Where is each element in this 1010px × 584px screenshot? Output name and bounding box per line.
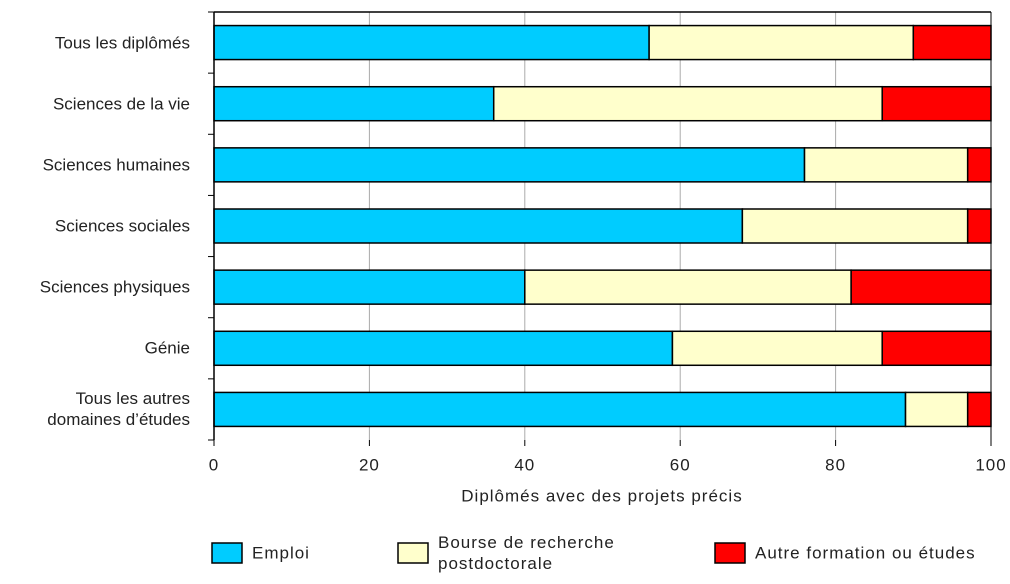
legend-label: Bourse de recherche postdoctorale — [438, 533, 615, 573]
y-tick-label: Sciences sociales — [54, 216, 190, 236]
x-tick-label: 0 — [209, 455, 219, 474]
bar-segment — [966, 208, 992, 244]
bar-segment — [492, 85, 883, 122]
x-axis-label: Diplômés avec des projets précis — [461, 486, 742, 505]
bar-segment — [881, 85, 992, 122]
bar-segment — [803, 147, 969, 183]
bar-segment — [213, 208, 744, 244]
legend-label: Emploi — [252, 543, 310, 563]
bar-segment — [881, 330, 992, 367]
y-tick-label: Sciences de la vie — [52, 94, 190, 114]
bar-segment — [966, 391, 992, 428]
x-tick-label: 40 — [514, 455, 535, 474]
bar-segment — [648, 24, 915, 61]
legend-label: Autre formation ou études — [755, 543, 976, 563]
y-tick-label: Sciences physiques — [39, 277, 190, 297]
legend-swatch — [211, 542, 243, 564]
bar-segment — [213, 147, 806, 183]
x-tick-label: 100 — [975, 455, 1006, 474]
x-tick-label: 60 — [670, 455, 691, 474]
bar-segment — [904, 391, 969, 428]
y-tick-label: Sciences humaines — [42, 155, 190, 175]
legend-swatch — [714, 542, 746, 564]
bar-segment — [213, 330, 674, 367]
y-tick-label: Génie — [144, 338, 190, 358]
x-tick-label: 80 — [825, 455, 846, 474]
bar-segment — [741, 208, 969, 244]
bar-segment — [850, 269, 992, 305]
bar-segment — [671, 330, 883, 367]
bar-segment — [213, 24, 650, 61]
bar-segment — [213, 269, 526, 305]
x-tick-label: 20 — [359, 455, 380, 474]
y-tick-label: Tous les diplômés — [54, 33, 190, 53]
bar-segment — [966, 147, 992, 183]
legend-swatch — [397, 542, 429, 564]
bar-segment — [213, 85, 495, 122]
bar-segment — [524, 269, 852, 305]
bar-segment — [912, 24, 992, 61]
y-tick-label: Tous les autres domaines d’études — [47, 389, 190, 430]
bar-segment — [213, 391, 907, 428]
